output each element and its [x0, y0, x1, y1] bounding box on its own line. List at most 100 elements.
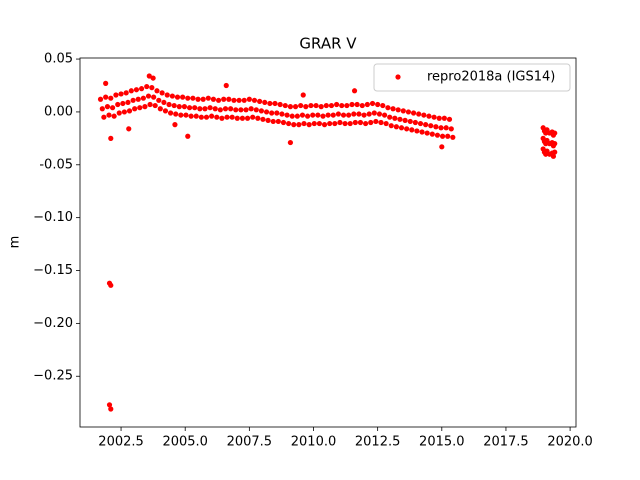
data-point [412, 119, 418, 126]
data-point [132, 106, 138, 112]
data-point [229, 114, 235, 120]
data-point [239, 115, 246, 121]
data-point [405, 109, 412, 115]
data-point [409, 127, 415, 133]
data-point [424, 130, 430, 136]
data-point [552, 149, 558, 155]
data-point [151, 94, 157, 100]
data-point [251, 97, 258, 103]
data-point [443, 125, 449, 131]
data-point [111, 113, 117, 119]
data-point [222, 106, 229, 112]
data-point [269, 110, 275, 116]
data-point [149, 85, 155, 91]
data-point [366, 111, 372, 117]
x-tick-label: 2007.5 [227, 435, 273, 450]
data-point [441, 115, 447, 121]
data-point [421, 112, 427, 118]
data-point [103, 80, 109, 86]
data-point [173, 111, 179, 117]
data-point [315, 112, 321, 118]
data-point [359, 102, 365, 109]
data-point [186, 105, 193, 111]
data-point [258, 108, 265, 114]
data-point [103, 94, 109, 100]
data-point [133, 87, 140, 93]
data-point [426, 113, 432, 119]
x-tick-label: 2015.0 [419, 435, 465, 450]
data-point [159, 90, 165, 96]
data-point [439, 133, 446, 139]
data-point [333, 101, 340, 108]
data-point [316, 120, 323, 127]
data-point [226, 96, 232, 102]
data-point [305, 113, 311, 119]
data-point [340, 112, 347, 118]
data-point [284, 112, 290, 118]
data-point [140, 95, 146, 101]
data-point [106, 112, 112, 118]
data-point [282, 102, 288, 109]
y-tick-label: −0.25 [33, 369, 73, 384]
data-point [171, 102, 177, 109]
data-point [352, 119, 358, 126]
data-point [361, 112, 367, 118]
data-point [263, 109, 270, 115]
data-point [395, 107, 401, 113]
data-point [325, 112, 331, 118]
x-tick-label: 2010.0 [291, 435, 337, 450]
data-point [198, 114, 204, 120]
data-point [108, 95, 114, 101]
data-point [381, 112, 388, 118]
data-point [116, 110, 122, 116]
data-point [193, 113, 199, 119]
y-tick-label: 0.00 [44, 104, 73, 119]
data-point [301, 120, 307, 127]
data-point [306, 122, 312, 128]
data-point [429, 131, 435, 137]
data-point [373, 118, 379, 125]
data-point [162, 108, 169, 114]
data-point [294, 113, 300, 119]
data-point [344, 102, 350, 109]
data-point [123, 90, 129, 96]
data-point [272, 100, 278, 107]
x-tick-label: 2020.0 [547, 435, 593, 450]
data-point [275, 118, 281, 125]
data-point [209, 113, 215, 119]
data-point [125, 99, 131, 106]
data-point [277, 101, 283, 108]
data-point [212, 106, 218, 112]
data-point [255, 115, 261, 121]
data-point [303, 104, 309, 110]
data-point [446, 116, 453, 122]
data-point [190, 95, 196, 101]
data-point [280, 119, 287, 126]
data-point [108, 135, 114, 141]
data-point [419, 129, 425, 135]
data-point [108, 406, 114, 412]
data-point [161, 99, 167, 106]
data-point [231, 97, 237, 103]
data-point [253, 107, 259, 113]
data-point [99, 106, 105, 112]
x-tick-label: 2017.5 [483, 435, 529, 450]
data-point [339, 102, 345, 109]
data-point [109, 105, 116, 111]
data-point [205, 95, 211, 101]
data-point [150, 75, 156, 81]
data-point [552, 141, 558, 147]
x-tick-label: 2005.0 [162, 435, 208, 450]
data-point [210, 96, 217, 102]
data-point [311, 120, 317, 127]
data-point [438, 125, 444, 131]
data-point [156, 97, 162, 103]
data-point [368, 119, 374, 126]
data-point [450, 134, 456, 140]
data-point [380, 102, 386, 109]
data-point [436, 115, 442, 121]
data-point [298, 102, 304, 109]
data-point [402, 117, 408, 123]
data-point [431, 114, 437, 120]
data-point [238, 107, 244, 113]
